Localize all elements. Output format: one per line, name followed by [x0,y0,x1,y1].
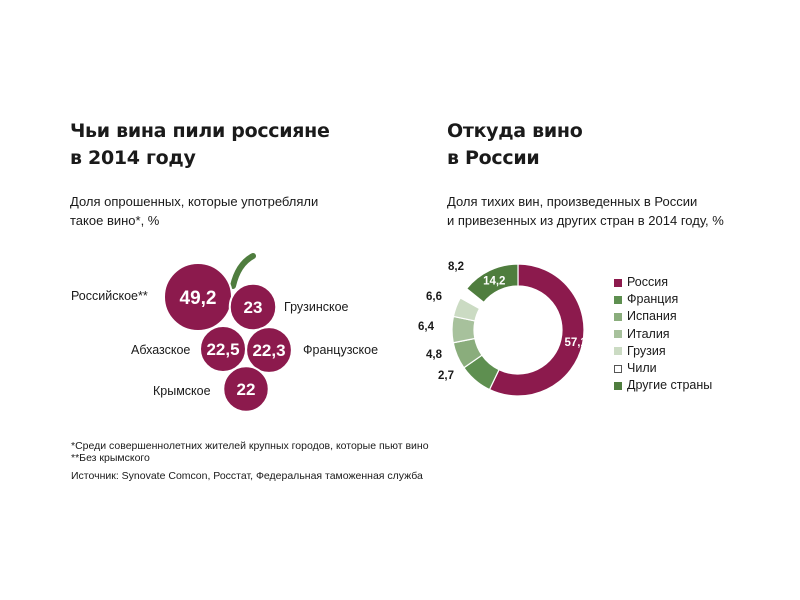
donut-slice-russia [488,263,585,397]
grape-georgian [228,282,278,332]
right-title: Откуда вино в России [447,118,583,172]
footnote-2: **Без крымского [71,452,150,464]
legend-item-france: Франция [614,291,712,308]
legend-item-russia: Россия [614,274,712,291]
right-subtitle-line2: и привезенных из других стран в 2014 год… [447,213,724,228]
legend-swatch-georgia [614,347,622,356]
donut-value-italy: 6,4 [418,321,435,333]
legend-item-spain: Испания [614,308,712,325]
grape-value-russian: 49,2 [180,288,217,309]
grape-label-french: Французское [303,343,379,357]
right-subtitle-line1: Доля тихих вин, произведенных в России [447,194,698,209]
grape-value-georgian: 23 [244,298,263,317]
right-title-line1: Откуда вино [447,120,583,142]
grape-stem [230,253,256,289]
grape-crimean [222,365,270,413]
grape-value-french: 22,3 [252,341,285,360]
footnote-1: *Среди совершеннолетних жителей крупных … [71,440,429,452]
source-note: Источник: Synovate Comcon, Росстат, Феде… [71,470,423,482]
donut-value-russia: 57,1 [564,337,587,349]
footnotes: *Среди совершеннолетних жителей крупных … [71,440,429,464]
legend-label-spain: Испания [627,309,677,324]
legend-label-georgia: Грузия [627,343,666,358]
donut-value-georgia: 4,8 [426,349,443,361]
grape-value-abkhazian: 22,5 [206,340,239,359]
legend-item-georgia: Грузия [614,343,712,360]
grape-label-abkhazian: Абхазское [131,343,191,357]
grape-label-crimean: Крымское [153,384,211,398]
left-title-line2: в 2014 году [70,147,196,169]
legend-item-other: Другие страны [614,377,712,394]
right-subtitle: Доля тихих вин, произведенных в России и… [447,192,724,230]
legend-swatch-other [614,381,622,390]
legend-item-chile: Чили [614,360,712,377]
legend-swatch-france [614,295,622,304]
donut-value-france: 8,2 [448,261,464,273]
donut-slice-other [465,263,519,304]
left-subtitle-line2: такое вино*, % [70,213,160,228]
legend-swatch-italy [614,330,622,339]
right-title-line2: в России [447,147,540,169]
legend-swatch-spain [614,312,622,321]
legend-item-italy: Италия [614,326,712,343]
donut-value-chile: 2,7 [438,370,454,382]
left-title: Чьи вина пили россияне в 2014 году [70,118,330,172]
legend-label-italy: Италия [627,326,670,341]
grape-french [245,326,293,374]
donut-value-spain: 6,6 [426,291,442,303]
grape-label-russian: Российское** [71,289,148,303]
left-subtitle-line1: Доля опрошенных, которые употребляли [70,194,319,209]
donut-legend: Россия Франция Испания Италия Грузия Чили Друг… [614,274,712,394]
grape-value-crimean: 22 [237,380,256,399]
donut-value-other: 14,2 [483,275,505,287]
legend-swatch-russia [614,278,622,287]
legend-swatch-chile [614,364,622,373]
legend-label-france: Франция [627,292,679,307]
legend-label-russia: Россия [627,275,668,289]
grape-label-georgian: Грузинское [284,300,349,314]
left-title-line1: Чьи вина пили россияне [70,120,330,142]
legend-label-other: Другие страны [627,378,713,393]
left-subtitle: Доля опрошенных, которые употребляли так… [70,192,318,230]
legend-label-chile: Чили [627,360,657,375]
